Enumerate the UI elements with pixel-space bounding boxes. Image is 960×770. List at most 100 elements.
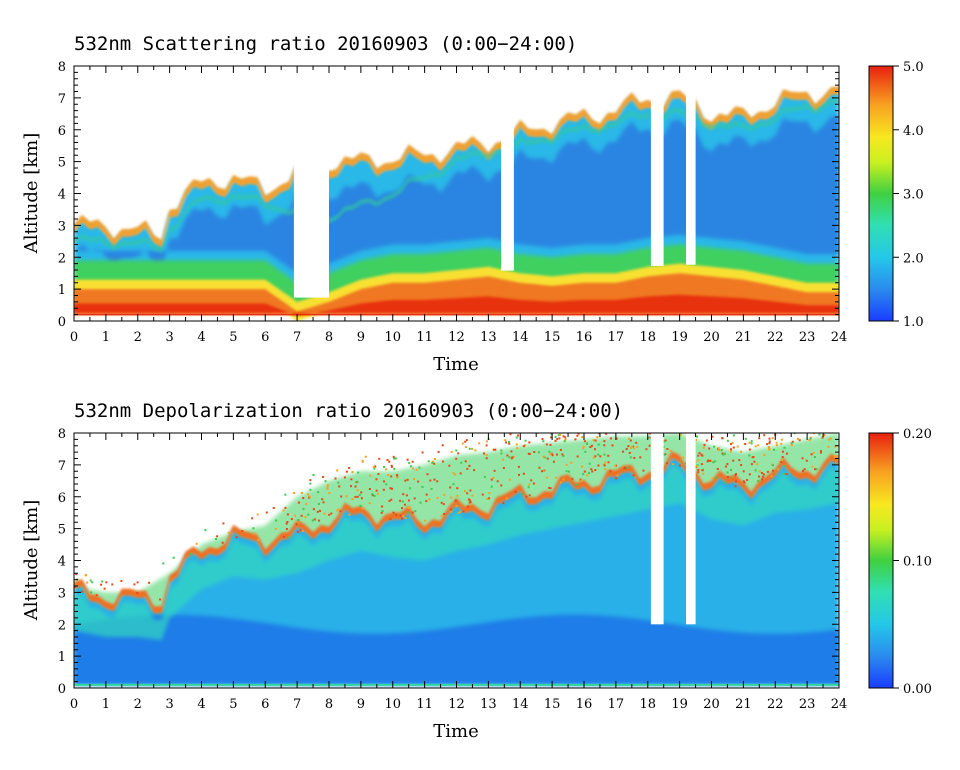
noise-speck bbox=[748, 473, 751, 476]
noise-speck bbox=[360, 491, 363, 494]
noise-speck bbox=[614, 464, 617, 467]
noise-speck bbox=[505, 441, 507, 444]
y-tick-label: 4 bbox=[58, 188, 66, 203]
noise-speck bbox=[767, 446, 770, 448]
noise-speck bbox=[221, 541, 224, 544]
noise-speck bbox=[683, 421, 685, 423]
noise-speck bbox=[701, 454, 704, 457]
noise-speck bbox=[768, 437, 771, 440]
noise-speck bbox=[639, 456, 642, 459]
noise-speck bbox=[464, 440, 467, 443]
noise-speck bbox=[712, 461, 715, 464]
noise-speck bbox=[297, 519, 300, 521]
noise-speck bbox=[588, 472, 591, 475]
noise-speck bbox=[136, 592, 139, 594]
noise-speck bbox=[542, 430, 544, 432]
noise-speck bbox=[399, 514, 402, 517]
x-tick-label: 19 bbox=[671, 330, 688, 345]
clear-gap bbox=[686, 433, 696, 625]
noise-speck bbox=[610, 437, 612, 440]
noise-speck bbox=[336, 509, 339, 512]
noise-speck bbox=[828, 438, 830, 441]
y-tick-label: 6 bbox=[58, 124, 66, 139]
noise-speck bbox=[639, 423, 641, 425]
noise-speck bbox=[326, 486, 329, 489]
noise-speck bbox=[723, 452, 726, 455]
noise-speck bbox=[730, 469, 732, 471]
noise-speck bbox=[408, 462, 411, 465]
noise-speck bbox=[338, 485, 341, 488]
chart-scattering: 532nm Scattering ratio 20160903 (0:00−24… bbox=[21, 33, 924, 375]
noise-speck bbox=[790, 442, 793, 445]
noise-speck bbox=[766, 470, 769, 473]
noise-speck bbox=[449, 486, 452, 489]
noise-speck bbox=[763, 453, 766, 456]
noise-speck bbox=[696, 435, 698, 438]
noise-speck bbox=[455, 457, 458, 460]
noise-speck bbox=[382, 488, 385, 491]
noise-speck bbox=[609, 431, 611, 433]
noise-speck bbox=[813, 433, 815, 435]
noise-speck bbox=[718, 449, 721, 452]
noise-speck bbox=[545, 443, 548, 446]
noise-speck bbox=[371, 493, 374, 496]
y-tick-label: 1 bbox=[58, 650, 66, 665]
noise-speck bbox=[312, 508, 315, 511]
noise-speck bbox=[805, 429, 807, 431]
clear-gap bbox=[686, 66, 696, 265]
noise-speck bbox=[457, 511, 460, 514]
noise-speck bbox=[748, 441, 751, 444]
noise-speck bbox=[390, 475, 393, 478]
noise-speck bbox=[595, 425, 597, 427]
x-tick-label: 21 bbox=[735, 330, 752, 345]
noise-speck bbox=[120, 580, 123, 582]
noise-speck bbox=[328, 513, 331, 516]
noise-speck bbox=[796, 427, 798, 429]
noise-speck bbox=[550, 436, 553, 439]
noise-speck bbox=[385, 483, 388, 486]
noise-speck bbox=[518, 473, 520, 476]
noise-speck bbox=[508, 440, 510, 443]
x-tick-label: 18 bbox=[639, 330, 656, 345]
noise-speck bbox=[694, 466, 697, 469]
noise-speck bbox=[814, 468, 816, 471]
noise-speck bbox=[350, 485, 352, 488]
noise-speck bbox=[636, 446, 639, 449]
noise-speck bbox=[773, 448, 775, 451]
noise-speck bbox=[488, 492, 491, 495]
noise-speck bbox=[450, 510, 453, 513]
noise-speck bbox=[508, 442, 511, 445]
noise-speck bbox=[274, 527, 277, 530]
noise-speck bbox=[583, 440, 586, 443]
x-tick-label: 6 bbox=[261, 330, 269, 345]
noise-speck bbox=[822, 434, 825, 437]
x-tick-label: 7 bbox=[293, 330, 301, 345]
noise-speck bbox=[705, 431, 707, 433]
noise-speck bbox=[512, 455, 515, 458]
noise-speck bbox=[421, 486, 424, 488]
noise-speck bbox=[440, 501, 443, 504]
noise-speck bbox=[450, 496, 453, 499]
noise-speck bbox=[521, 493, 524, 496]
noise-speck bbox=[428, 498, 431, 501]
noise-speck bbox=[810, 428, 812, 430]
noise-speck bbox=[312, 474, 315, 476]
noise-speck bbox=[582, 473, 585, 476]
chart-depolarization: 532nm Depolarization ratio 20160903 (0:0… bbox=[21, 400, 932, 742]
noise-speck bbox=[392, 511, 395, 514]
noise-speck bbox=[709, 460, 712, 462]
noise-speck bbox=[378, 457, 381, 460]
noise-speck bbox=[543, 456, 546, 459]
mid-depol-layer bbox=[74, 464, 839, 640]
noise-speck bbox=[381, 510, 384, 512]
noise-speck bbox=[265, 511, 268, 514]
x-tick-label: 11 bbox=[416, 330, 433, 345]
noise-speck bbox=[730, 448, 732, 451]
noise-speck bbox=[750, 440, 753, 443]
noise-speck bbox=[317, 491, 320, 494]
noise-speck bbox=[554, 435, 557, 438]
x-tick-label: 3 bbox=[165, 330, 173, 345]
noise-speck bbox=[552, 460, 555, 463]
noise-speck bbox=[575, 483, 578, 486]
noise-speck bbox=[714, 476, 717, 479]
